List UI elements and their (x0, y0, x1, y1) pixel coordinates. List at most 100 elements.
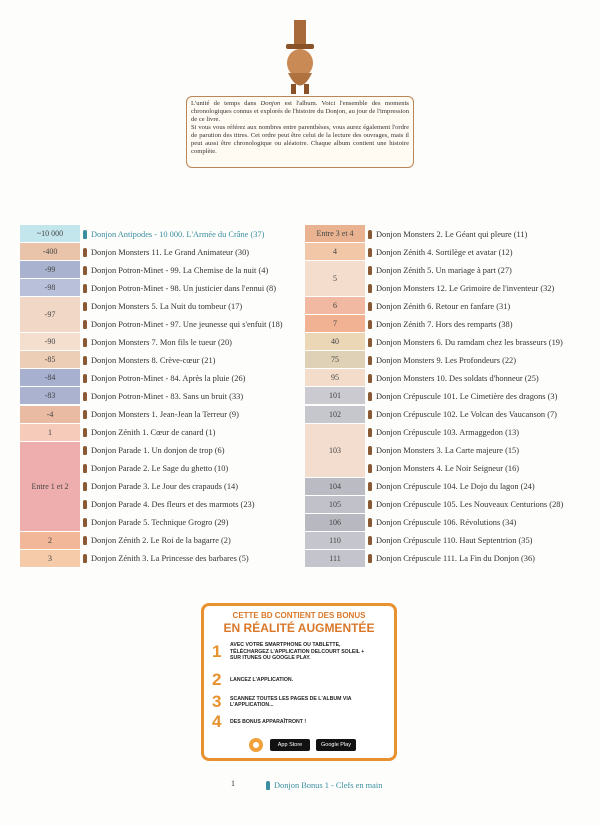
album-title: Donjon Zénith 7. Hors des remparts (38) (376, 319, 513, 329)
icon (83, 410, 87, 420)
icon (266, 780, 270, 790)
icon (368, 391, 372, 401)
album-title: Donjon Crépuscule 105. Les Nouveaux Cent… (376, 500, 564, 510)
period-label: -98 (20, 279, 80, 298)
period-label: 5 (305, 261, 365, 298)
icon (83, 482, 87, 492)
album-title: Donjon Zénith 4. Sortilège et avatar (12… (376, 247, 513, 257)
period-label: -85 (20, 351, 80, 370)
album-title: Donjon Monsters 2. Le Géant qui pleure (… (376, 229, 528, 239)
album-row: Donjon Monsters 7. Mon fils le tueur (20… (83, 333, 232, 351)
icon (368, 446, 372, 456)
icon (368, 319, 372, 329)
period-label: Entre 3 et 4 (305, 225, 365, 244)
album-row: Donjon Zénith 6. Retour en fanfare (31) (368, 297, 510, 315)
album-row: Donjon Potron-Minet - 99. La Chemise de … (83, 261, 268, 279)
app-store-badge[interactable]: App Store (270, 739, 310, 751)
icon (83, 373, 87, 383)
period-label: -90 (20, 333, 80, 352)
icon (83, 554, 87, 564)
step-number: 1 (212, 642, 222, 661)
album-row: Donjon Potron-Minet - 98. Un justicier d… (83, 279, 276, 297)
album-title: Donjon Potron-Minet - 83. Sans un bruit … (91, 391, 244, 401)
album-title: Donjon Potron-Minet - 99. La Chemise de … (91, 265, 269, 275)
album-title: Donjon Crépuscule 102. Le Volcan des Vau… (376, 410, 557, 420)
icon (368, 301, 372, 311)
album-row: Donjon Parade 5. Technique Grogro (29) (83, 514, 228, 532)
album-row: Donjon Monsters 8. Crève-cœur (21) (83, 351, 215, 369)
album-title: Donjon Monsters 4. Le Noir Seigneur (16) (376, 464, 520, 474)
period-label: 111 (305, 549, 365, 568)
album-row: Donjon Zénith 3. La Princesse des barbar… (83, 550, 249, 568)
icon (83, 265, 87, 275)
album-title: Donjon Zénith 1. Cœur de canard (1) (91, 428, 216, 438)
intro-text: L'unité de temps dans (191, 100, 261, 107)
intro-paragraph: L'unité de temps dans Donjon est l'album… (191, 100, 409, 124)
album-title: Donjon Crépuscule 110. Haut Septentrion … (376, 536, 533, 546)
period-label: 105 (305, 495, 365, 514)
album-row: Donjon Crépuscule 104. Le Dojo du lagon … (368, 478, 535, 496)
icon (83, 446, 87, 456)
album-title: Donjon Potron-Minet - 98. Un justicier d… (91, 283, 277, 293)
album-row: Donjon Crépuscule 101. Le Cimetière des … (368, 387, 557, 405)
period-label: 6 (305, 297, 365, 316)
album-row: Donjon Antipodes - 10 000. L'Armée du Cr… (83, 225, 264, 243)
period-label: Entre 1 et 2 (20, 441, 80, 532)
icon (368, 373, 372, 383)
icon (368, 536, 372, 546)
period-label: -84 (20, 369, 80, 388)
icon (83, 301, 87, 311)
album-row: Donjon Monsters 1. Jean-Jean la Terreur … (83, 406, 239, 424)
period-label: 4 (305, 243, 365, 262)
album-title: Donjon Monsters 7. Mon fils le tueur (20… (91, 337, 232, 347)
icon (83, 391, 87, 401)
period-label: 106 (305, 513, 365, 532)
album-title: Donjon Parade 4. Des fleurs et des marmo… (91, 500, 255, 510)
album-title: Donjon Parade 3. Le Jour des crapauds (1… (91, 482, 238, 492)
album-row: Donjon Monsters 11. Le Grand Animateur (… (83, 243, 249, 261)
album-row: Donjon Monsters 12. Le Grimoire de l'inv… (368, 279, 554, 297)
album-title: Donjon Monsters 12. Le Grimoire de l'inv… (376, 283, 555, 293)
icon (368, 500, 372, 510)
period-label: -4 (20, 405, 80, 424)
icon (368, 482, 372, 492)
album-row: Donjon Monsters 9. Les Profondeurs (22) (368, 351, 516, 369)
step-text: LANCEZ L'APPLICATION. (230, 676, 294, 683)
icon (83, 337, 87, 347)
icon (368, 410, 372, 420)
intro-box: L'unité de temps dans Donjon est l'album… (186, 96, 414, 168)
album-row: Donjon Potron-Minet - 84. Après la pluie… (83, 369, 245, 387)
period-label: 7 (305, 315, 365, 334)
album-title: Donjon Crépuscule 103. Armaggedon (13) (376, 428, 520, 438)
google-play-badge[interactable]: Google Play (316, 739, 356, 751)
album-title: Donjon Monsters 11. Le Grand Animateur (… (91, 247, 250, 257)
album-row: Donjon Crépuscule 106. Révolutions (34) (368, 514, 516, 532)
period-label: -99 (20, 261, 80, 280)
album-row: Donjon Crépuscule 110. Haut Septentrion … (368, 532, 532, 550)
step-number: 2 (212, 670, 222, 689)
album-title: Donjon Monsters 1. Jean-Jean la Terreur … (91, 410, 239, 420)
album-title: Donjon Parade 2. Le Sage du ghetto (10) (91, 464, 229, 474)
step-text: AVEC VOTRE SMARTPHONE OU TABLETTE, TÉLÉC… (230, 642, 365, 662)
icon (83, 518, 87, 528)
album-row: Donjon Parade 3. Le Jour des crapauds (1… (83, 478, 238, 496)
icon (368, 337, 372, 347)
album-title: Donjon Monsters 5. La Nuit du tombeur (1… (91, 301, 243, 311)
period-label: 104 (305, 477, 365, 496)
icon (83, 536, 87, 546)
intro-italic: Donjon (260, 100, 281, 107)
icon (368, 355, 372, 365)
ad-step: 4 DES BONUS APPARAÎTRONT ! (212, 712, 370, 732)
icon (83, 319, 87, 329)
album-title: Donjon Crépuscule 104. Le Dojo du lagon … (376, 482, 535, 492)
ad-title: EN RÉALITÉ AUGMENTÉE (223, 621, 375, 635)
album-row: Donjon Crépuscule 103. Armaggedon (13) (368, 424, 519, 442)
icon (83, 500, 87, 510)
album-row: Donjon Parade 1. Un donjon de trop (6) (83, 442, 225, 460)
album-row: Donjon Zénith 4. Sortilège et avatar (12… (368, 243, 513, 261)
album-title: Donjon Zénith 3. La Princesse des barbar… (91, 554, 249, 564)
period-label: -97 (20, 297, 80, 334)
app-logo (249, 738, 263, 752)
album-title: Donjon Crépuscule 111. La Fin du Donjon … (376, 554, 535, 564)
